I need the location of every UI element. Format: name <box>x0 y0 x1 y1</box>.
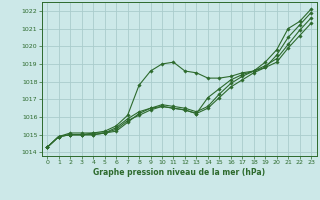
X-axis label: Graphe pression niveau de la mer (hPa): Graphe pression niveau de la mer (hPa) <box>93 168 265 177</box>
